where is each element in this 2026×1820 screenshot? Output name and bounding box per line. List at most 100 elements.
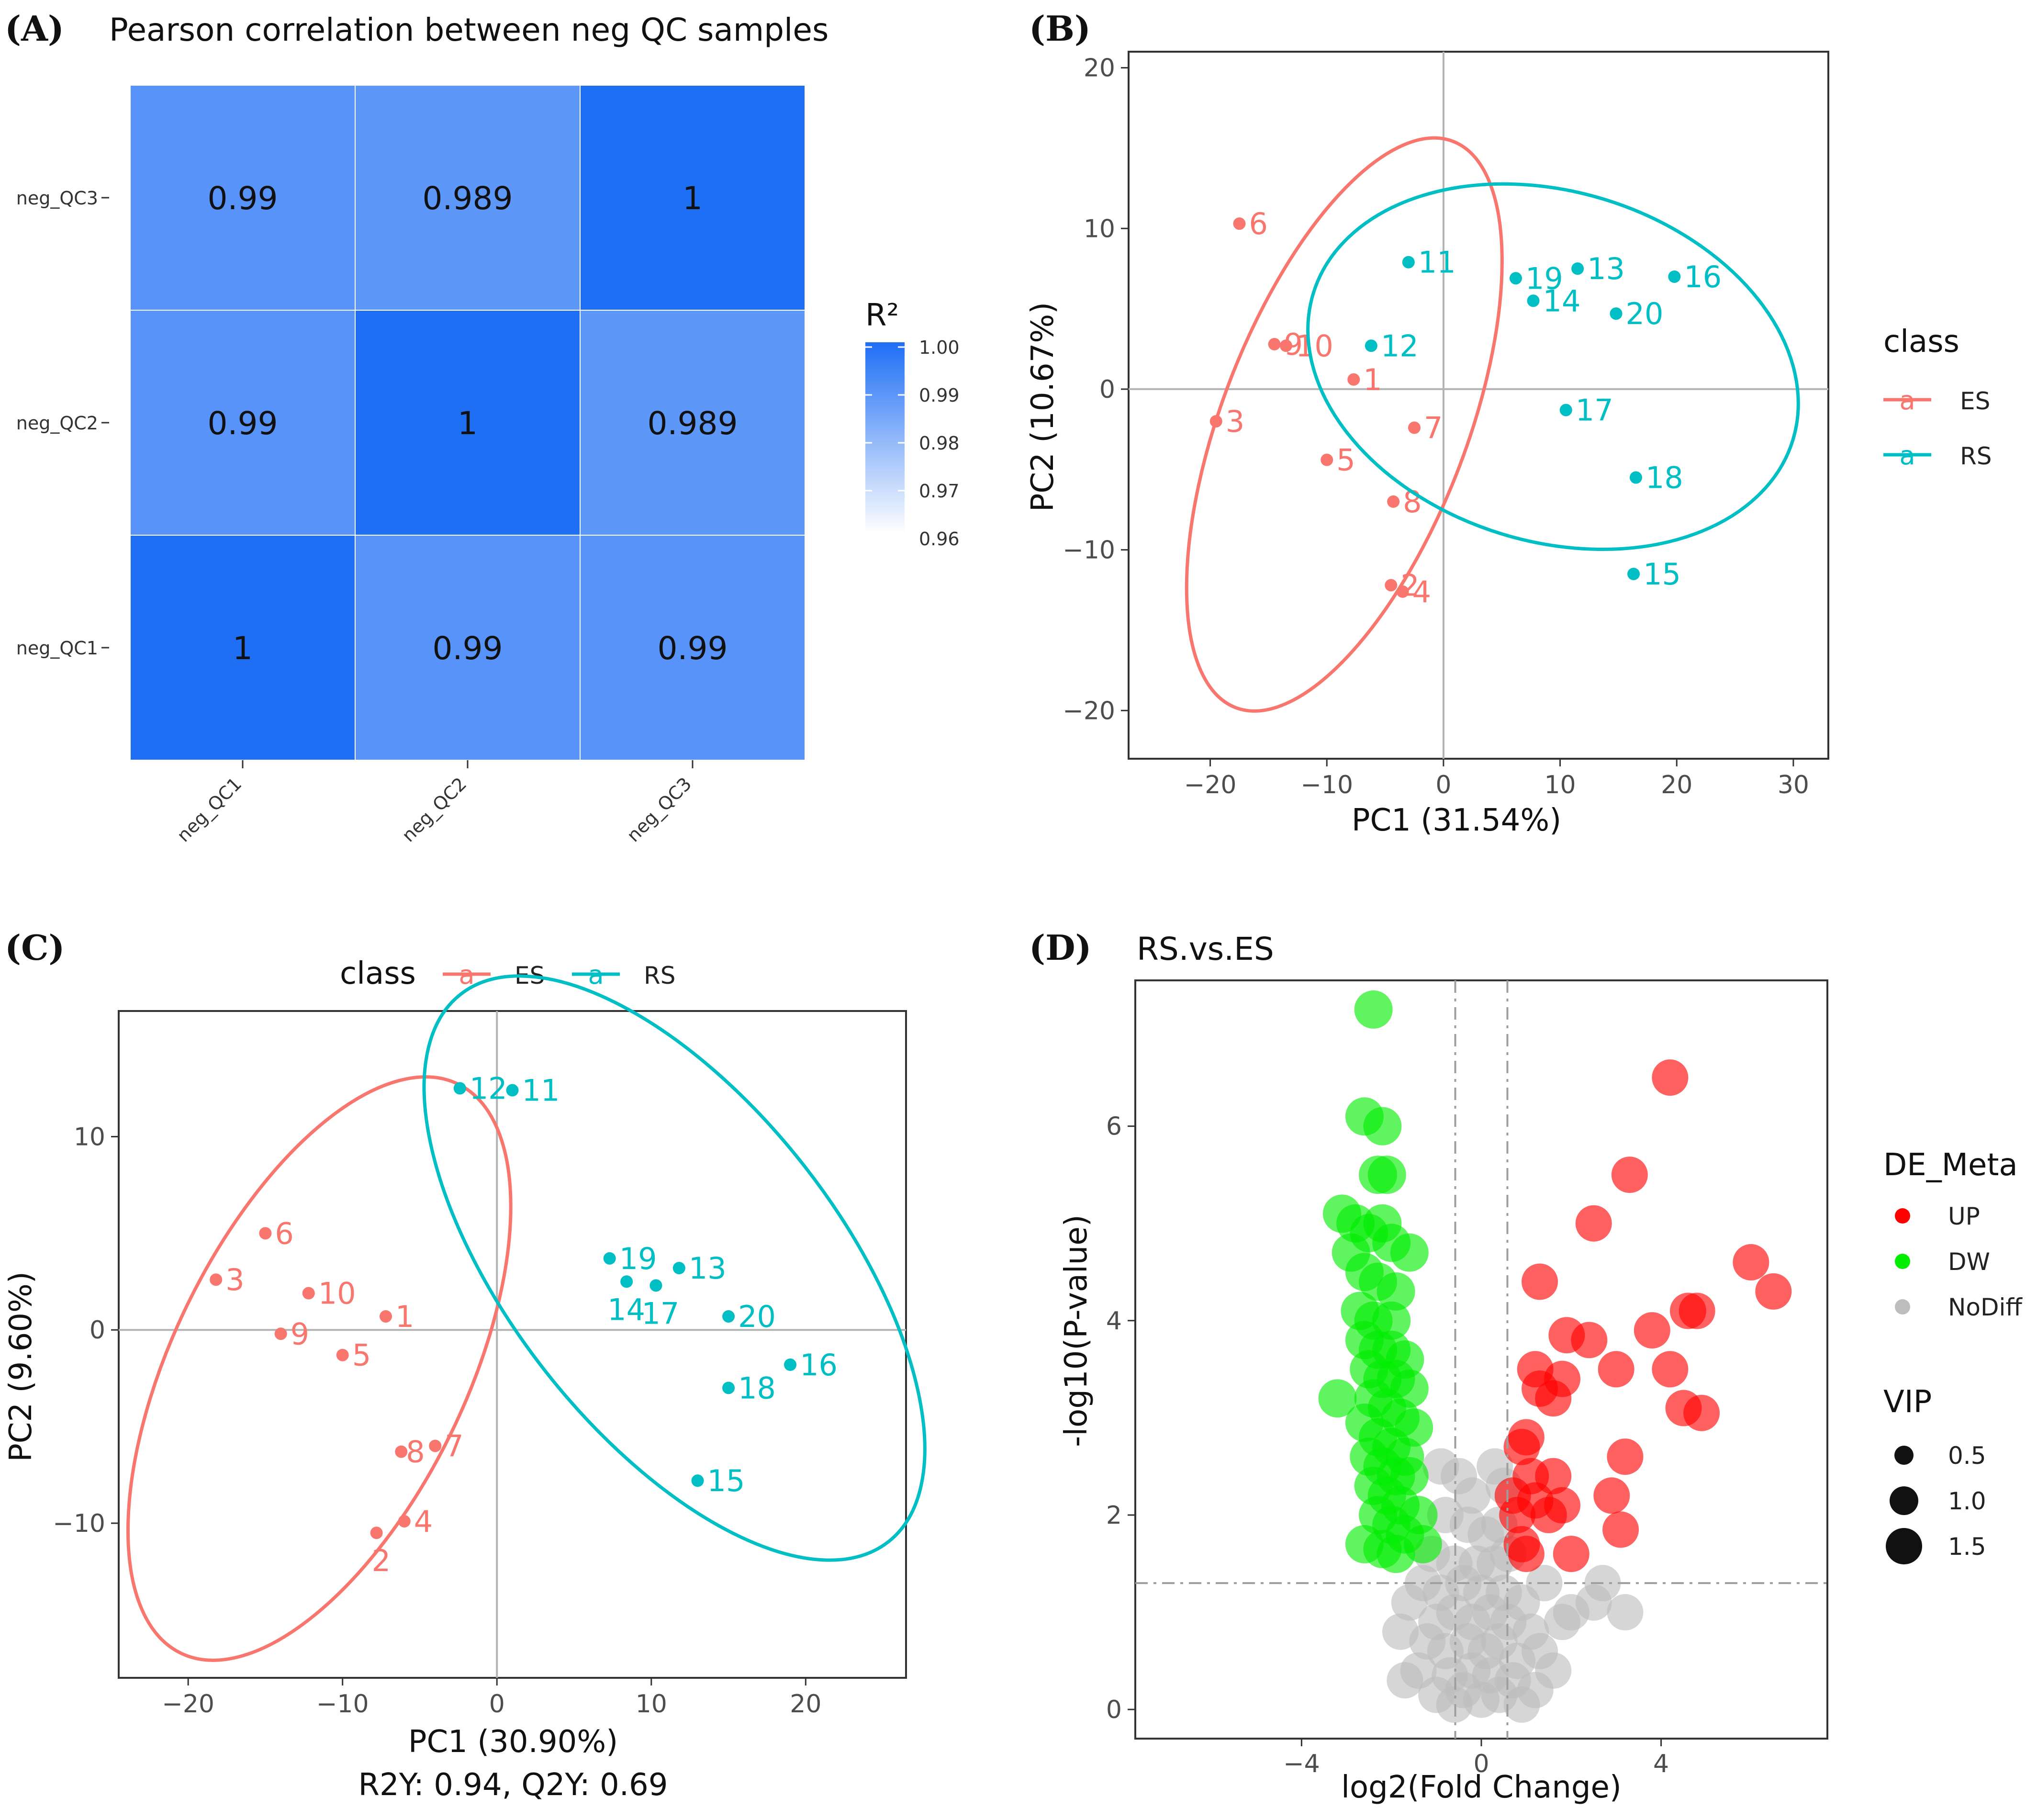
up-point	[1508, 1536, 1545, 1573]
y-tick-label: 4	[1106, 1307, 1122, 1336]
heatmap-col-label: neg_QC1	[173, 773, 246, 846]
panel-c-xlabel: PC1 (30.90%)	[408, 1724, 618, 1760]
up-point	[1571, 1322, 1608, 1359]
sample-point-rs	[1627, 567, 1640, 580]
sample-point-rs	[1629, 471, 1642, 484]
legend-c-rs-label: RS	[644, 962, 675, 989]
legend-vip-0-5: 0.5	[1948, 1442, 1986, 1470]
x-tick-label: 30	[1778, 771, 1809, 799]
sample-point-rs	[784, 1358, 797, 1371]
sample-label: 3	[1226, 404, 1244, 439]
legend-dw-label: DW	[1948, 1248, 1990, 1276]
y-tick-label: 20	[1084, 54, 1115, 83]
panel-b-legend-title: class	[1883, 324, 1959, 360]
heatmap-row-label: neg_QC2	[16, 413, 98, 434]
sample-point-es	[395, 1445, 408, 1458]
sample-point-rs	[1668, 270, 1681, 283]
sample-label: 12	[470, 1071, 507, 1106]
panel-b-plot: −20 −10 0 10 20 30−20−10010206910135782411121…	[1063, 51, 1829, 799]
panel-d-plot: −4 0 4 0 2 4 6	[1106, 979, 1828, 1778]
sample-point-rs	[722, 1310, 735, 1323]
sample-point-es	[1396, 585, 1409, 598]
sample-label: 14	[1543, 283, 1581, 318]
heatmap-row-label: neg_QC3	[16, 188, 98, 209]
x-tick-label: 20	[1661, 771, 1692, 799]
up-point	[1634, 1312, 1670, 1349]
sample-label: 12	[1381, 328, 1419, 363]
sample-label: 19	[1525, 261, 1563, 296]
colorbar-tick-label: 1.00	[919, 337, 960, 358]
y-tick-label: 10	[1084, 214, 1115, 243]
panel-c-legend: class a ES a RS	[340, 956, 675, 991]
heatmap-cell	[130, 310, 356, 536]
up-point	[1733, 1244, 1769, 1281]
panel-b-pca: (B) −20 −10 0 10 20 30−20−1001020691013578241…	[1025, 8, 1992, 838]
sample-point-es	[398, 1515, 411, 1528]
dw-point	[1367, 1156, 1406, 1194]
y-tick-label: 6	[1106, 1112, 1122, 1141]
nodiff-point	[1387, 1662, 1423, 1699]
sample-label: 1	[1363, 362, 1382, 397]
nodiff-point	[1535, 1652, 1572, 1689]
legend-vip-mid	[1890, 1486, 1918, 1515]
panel-c-legend-title: class	[340, 956, 416, 991]
up-point	[1503, 1428, 1540, 1465]
sample-point-rs	[1509, 272, 1522, 285]
sample-label: 19	[619, 1241, 657, 1276]
colorbar-tick-label: 0.96	[919, 528, 960, 550]
heatmap-cell-label: 0.989	[423, 180, 513, 217]
sample-label: 17	[1576, 393, 1613, 428]
legend-c-rs-glyph: a	[588, 960, 604, 990]
panel-a-letter: (A)	[5, 8, 64, 49]
dw-point	[1372, 1301, 1411, 1340]
sample-label: 16	[800, 1348, 838, 1382]
sample-point-rs	[506, 1084, 519, 1097]
sample-point-es	[336, 1348, 349, 1361]
sample-label: 8	[1403, 484, 1422, 519]
y-tick-label: 10	[74, 1123, 105, 1151]
sample-point-rs	[1402, 256, 1415, 269]
sample-label: 13	[689, 1251, 727, 1286]
legend-es-label: ES	[1960, 387, 1990, 415]
sample-point-es	[1408, 421, 1421, 434]
sample-label: 2	[372, 1543, 391, 1578]
legend-vip-1-5: 1.5	[1948, 1533, 1986, 1561]
sample-point-es	[380, 1310, 392, 1323]
nodiff-point	[1553, 1594, 1589, 1630]
up-point	[1535, 1380, 1572, 1417]
panel-c-subtitle: R2Y: 0.94, Q2Y: 0.69	[358, 1767, 668, 1803]
panel-d-ylabel: -log10(P-value)	[1059, 1214, 1094, 1447]
sample-label: 8	[406, 1435, 425, 1470]
sample-label: 15	[1643, 557, 1681, 592]
dw-point	[1354, 990, 1393, 1029]
legend-vip-1-0: 1.0	[1948, 1487, 1986, 1515]
sample-label: 6	[1249, 206, 1267, 241]
sample-point-rs	[453, 1082, 466, 1095]
sample-label: 13	[1587, 251, 1625, 286]
sample-point-rs	[1559, 404, 1572, 416]
heatmap-row-label: neg_QC1	[16, 638, 98, 659]
panel-a-heatmap: (A) Pearson correlation between neg QC s…	[5, 8, 960, 846]
sample-label: 5	[1336, 443, 1355, 478]
y-tick-label: −20	[1063, 697, 1115, 725]
x-tick-label: 20	[790, 1690, 821, 1719]
heatmap-cells: 1 0.99 0.99 0.99 1 0.989 0.99 0.989 1	[130, 85, 806, 761]
sample-label: 10	[1296, 328, 1333, 363]
panel-c-ylabel: PC2 (9.60%)	[3, 1271, 39, 1462]
up-point	[1755, 1273, 1792, 1310]
x-tick-label: −10	[1300, 771, 1353, 799]
sample-label: 14	[607, 1292, 645, 1327]
up-point	[1602, 1511, 1639, 1548]
colorbar-tick-label: 0.98	[919, 433, 960, 454]
sample-label: 11	[1418, 245, 1456, 280]
sample-label: 4	[414, 1504, 433, 1539]
x-tick-label: 0	[1473, 1750, 1489, 1778]
legend-vip-large	[1886, 1528, 1922, 1564]
sample-label: 6	[275, 1216, 293, 1251]
y-tick-label: −10	[53, 1509, 105, 1538]
panel-c-letter: (C)	[5, 927, 65, 968]
legend-rs-label: RS	[1960, 442, 1992, 470]
y-tick-label: 0	[90, 1316, 105, 1345]
up-point	[1683, 1394, 1720, 1431]
heatmap-col-label: neg_QC3	[623, 773, 695, 846]
